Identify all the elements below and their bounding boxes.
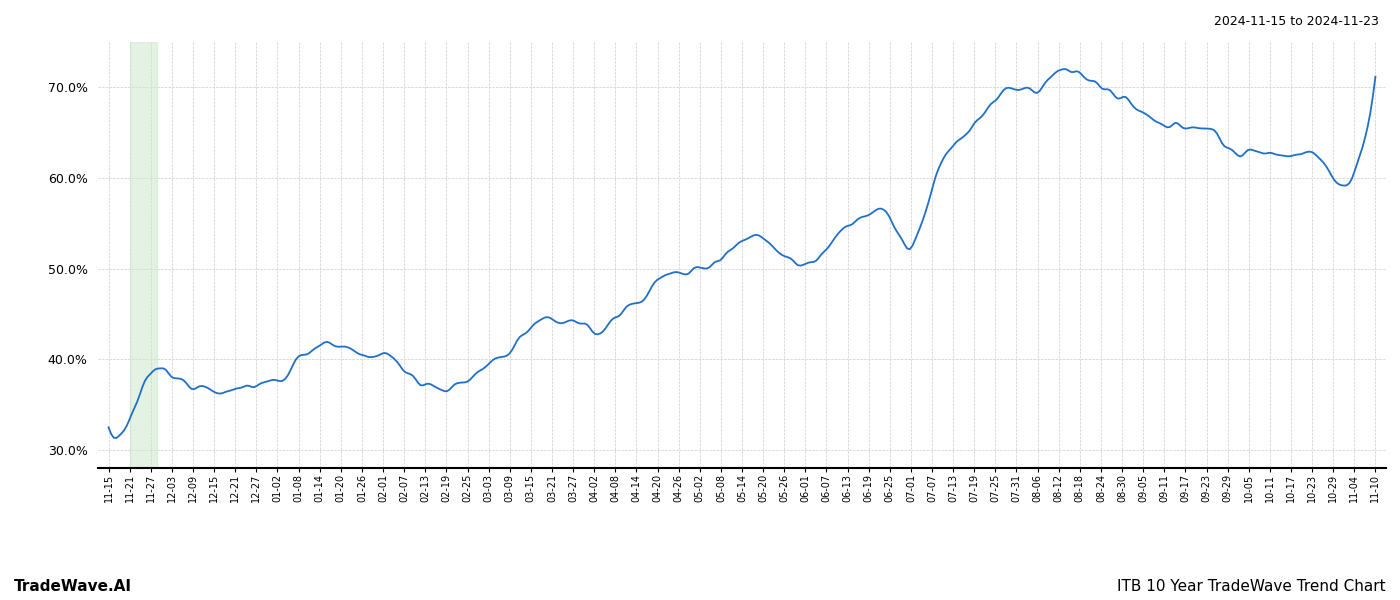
Text: 2024-11-15 to 2024-11-23: 2024-11-15 to 2024-11-23 (1214, 15, 1379, 28)
Text: TradeWave.AI: TradeWave.AI (14, 579, 132, 594)
Bar (130, 42, 157, 468)
Text: ITB 10 Year TradeWave Trend Chart: ITB 10 Year TradeWave Trend Chart (1117, 579, 1386, 594)
